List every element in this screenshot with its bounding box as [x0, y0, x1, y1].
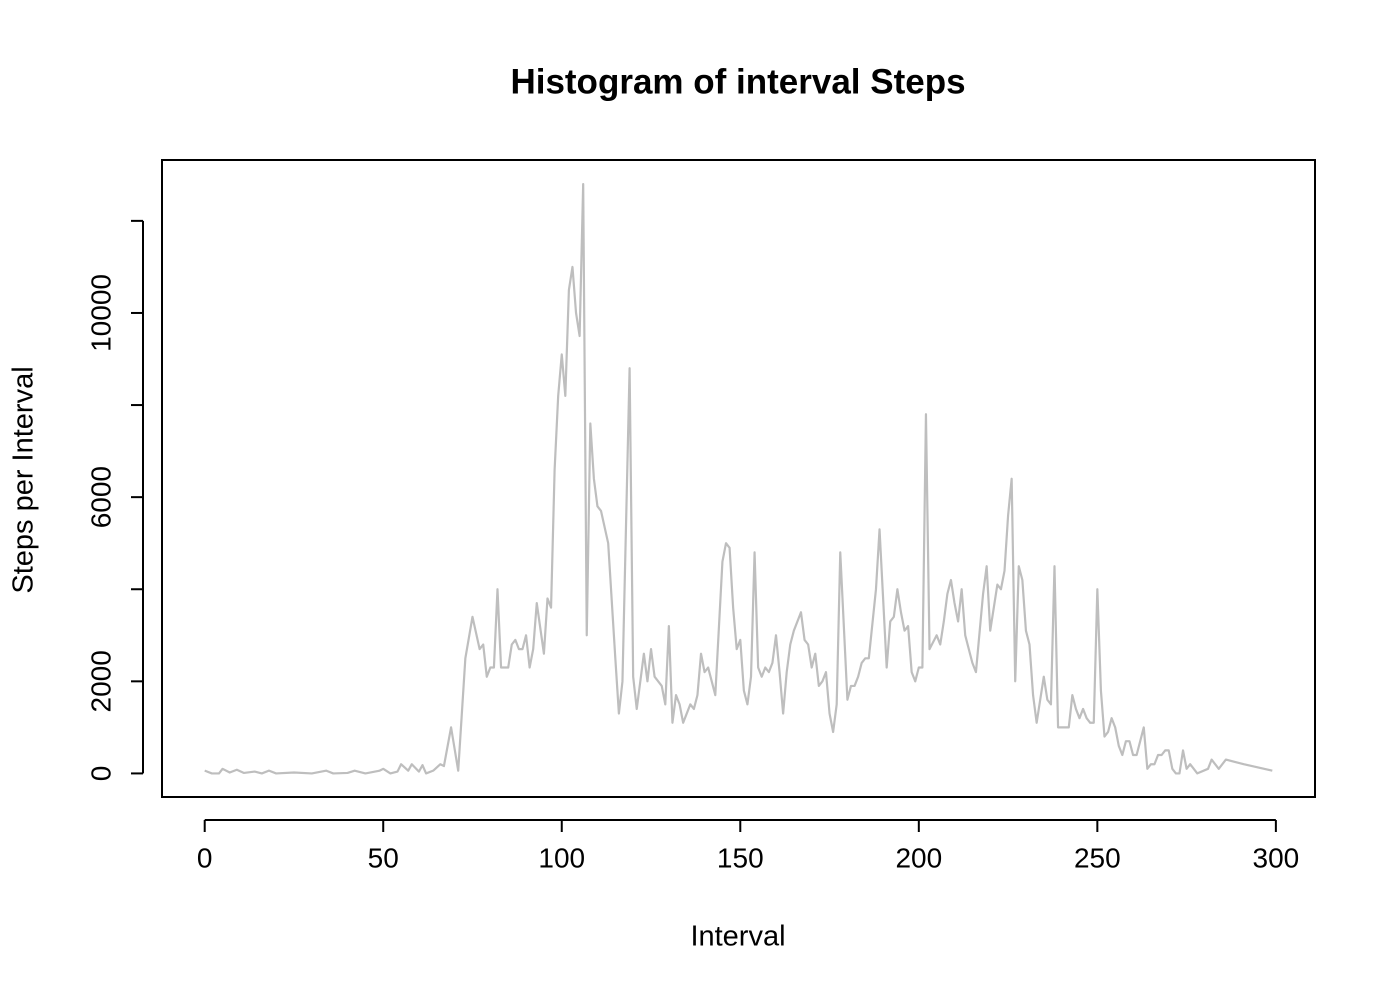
x-tick-label: 100 — [538, 842, 585, 873]
y-tick-label: 6000 — [85, 466, 116, 528]
y-tick-label: 2000 — [85, 650, 116, 712]
x-tick-label: 0 — [197, 842, 213, 873]
y-axis-label: Steps per Interval — [8, 366, 40, 593]
x-axis-label: Interval — [690, 921, 785, 953]
x-tick-label: 300 — [1253, 842, 1300, 873]
chart-title: Histogram of interval Steps — [510, 62, 965, 101]
y-tick-label: 10000 — [85, 274, 116, 352]
y-tick-label: 0 — [85, 766, 116, 782]
x-tick-label: 250 — [1074, 842, 1121, 873]
plot-frame — [161, 159, 1316, 798]
x-tick-label: 150 — [717, 842, 764, 873]
x-tick-label: 50 — [368, 842, 399, 873]
data-line — [204, 182, 1273, 775]
x-tick-label: 200 — [895, 842, 942, 873]
